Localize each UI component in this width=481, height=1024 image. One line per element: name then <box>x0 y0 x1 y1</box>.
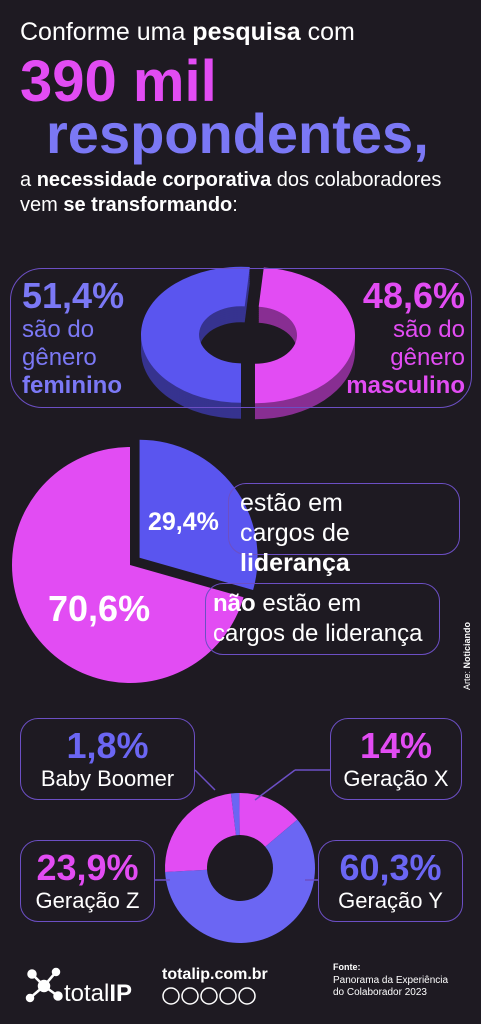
frame <box>228 483 460 555</box>
legend-label: Geração Z <box>35 888 140 913</box>
legend-item: 23,9% Geração Z <box>20 848 155 914</box>
label: são do gênero <box>22 316 97 371</box>
value-label: 14% <box>359 725 433 766</box>
text: IP <box>109 980 133 1007</box>
connector <box>194 769 216 791</box>
legend-label: estão em cargos de liderança <box>240 488 410 578</box>
source: Panorama da Experiência do Colaborador 2… <box>333 975 449 998</box>
text: se transformando <box>63 194 233 216</box>
frame <box>318 840 463 922</box>
text: dos colaboradores vem <box>20 169 442 216</box>
header-text: a necessidade corporativa dos colaborado… <box>20 168 460 218</box>
label: são do gênero <box>390 316 465 371</box>
value-label: 48,6% <box>362 275 465 316</box>
text: total <box>64 980 110 1007</box>
text: Arte: <box>462 668 472 690</box>
value-label: 60,3% <box>339 847 442 888</box>
slice <box>141 266 250 403</box>
text: liderança <box>240 549 350 577</box>
slice <box>139 439 258 590</box>
slice <box>239 793 298 847</box>
slice <box>254 267 355 404</box>
highlight: 390 mil <box>20 49 217 114</box>
text: com <box>300 18 355 46</box>
text: estão em cargos de liderança <box>213 590 423 647</box>
legend-item: 60,3% Geração Y <box>318 848 463 914</box>
source-label: Fonte: <box>333 962 361 972</box>
text: não <box>213 590 256 617</box>
value-label: 23,9% <box>36 847 139 888</box>
site: totalip.com.br <box>162 966 268 983</box>
slice <box>165 819 316 944</box>
text: necessidade corporativa <box>36 169 272 191</box>
header-line: Conforme uma pesquisa com <box>20 18 355 47</box>
legend-right: 48,6% são do gênero masculino <box>330 276 465 400</box>
social-icons <box>162 987 256 1005</box>
text: a <box>20 169 37 191</box>
text: pesquisa <box>192 18 301 46</box>
text: Conforme uma <box>20 18 193 46</box>
text: Noticiando <box>462 621 472 669</box>
chart <box>141 266 355 420</box>
legend-label: Geração X <box>343 766 449 791</box>
frame <box>20 840 155 922</box>
legend-label: não estão em cargos de liderança <box>213 589 438 649</box>
chart <box>165 793 316 944</box>
brand: totalIP <box>64 980 132 1008</box>
highlight: respondentes, <box>46 102 429 165</box>
slice <box>230 793 240 836</box>
slice <box>165 793 236 872</box>
legend-label: masculino <box>346 372 465 399</box>
frame <box>10 268 472 408</box>
legend-label: Baby Boomer <box>40 766 175 791</box>
text: : <box>232 194 238 216</box>
legend-item: 1,8% Baby Boomer <box>20 726 195 792</box>
frame <box>20 718 195 800</box>
value-label: 29,4% <box>148 508 219 536</box>
value-label: 1,8% <box>66 725 149 766</box>
frame <box>330 718 462 800</box>
slice <box>12 447 244 683</box>
frame <box>205 583 440 655</box>
legend-label: Geração Y <box>338 888 443 913</box>
legend-label: feminino <box>22 372 122 399</box>
logo-icon <box>25 967 63 1003</box>
credit: Arte: Noticiando <box>462 622 472 690</box>
text: estão em cargos de <box>240 489 350 547</box>
chart <box>12 439 258 683</box>
connector <box>254 769 296 801</box>
legend-left: 51,4% são do gênero feminino <box>22 276 142 400</box>
value-label: 51,4% <box>22 275 125 316</box>
legend-item: 14% Geração X <box>330 726 462 792</box>
value-label: 70,6% <box>48 588 151 629</box>
